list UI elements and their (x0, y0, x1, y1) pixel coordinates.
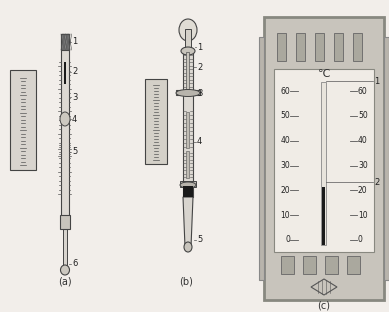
Text: 2: 2 (374, 178, 379, 187)
Ellipse shape (184, 242, 192, 252)
Bar (176, 90, 200, 95)
Bar (347, 256, 360, 274)
Ellipse shape (176, 90, 200, 96)
Bar (274, 69, 374, 252)
Text: 1: 1 (72, 37, 77, 46)
Ellipse shape (179, 19, 197, 41)
Text: 50: 50 (280, 111, 290, 120)
Text: 50: 50 (358, 111, 368, 120)
Bar (183, 49, 193, 197)
Text: 10: 10 (280, 211, 290, 220)
Bar (353, 33, 362, 61)
Text: (c): (c) (317, 300, 331, 310)
Text: 10: 10 (358, 211, 368, 220)
Ellipse shape (181, 47, 195, 55)
Text: 40: 40 (280, 136, 290, 145)
Bar (322, 187, 326, 245)
Text: (b): (b) (179, 276, 193, 286)
Text: 3: 3 (72, 92, 77, 101)
Text: (a): (a) (58, 276, 72, 286)
Text: 20: 20 (358, 186, 368, 195)
Bar (61, 34, 69, 217)
Ellipse shape (61, 265, 70, 275)
Text: 1: 1 (374, 76, 379, 85)
Text: 6: 6 (72, 260, 77, 269)
Text: 30: 30 (280, 161, 290, 170)
Ellipse shape (180, 182, 196, 188)
Bar (259, 37, 264, 280)
Text: 4: 4 (72, 115, 77, 124)
Text: 20: 20 (280, 186, 290, 195)
Bar (315, 33, 324, 61)
Bar (186, 52, 189, 92)
Bar (186, 151, 189, 178)
Bar (64, 62, 66, 84)
Text: 0: 0 (285, 236, 290, 245)
Text: 60: 60 (280, 86, 290, 95)
Bar (63, 227, 67, 267)
Text: 5: 5 (72, 148, 77, 157)
Text: 3: 3 (197, 89, 202, 97)
Text: 2: 2 (72, 67, 77, 76)
Text: 1: 1 (197, 42, 202, 51)
Text: ℃: ℃ (318, 69, 330, 79)
Text: 30: 30 (358, 161, 368, 170)
Bar (296, 33, 305, 61)
Text: 4: 4 (197, 138, 202, 147)
Ellipse shape (60, 112, 70, 126)
Bar (183, 186, 193, 197)
Bar (264, 17, 384, 300)
Bar (145, 79, 167, 164)
Bar (325, 256, 338, 274)
Bar (384, 37, 389, 280)
Bar (60, 215, 70, 229)
Bar (61, 34, 69, 50)
Bar (10, 70, 36, 170)
Text: 0: 0 (358, 236, 363, 245)
Polygon shape (183, 197, 193, 247)
Bar (180, 181, 196, 187)
Text: 60: 60 (358, 86, 368, 95)
Text: 2: 2 (197, 62, 202, 71)
Bar (334, 33, 343, 61)
Bar (303, 256, 316, 274)
Bar (277, 33, 286, 61)
Text: 5: 5 (197, 236, 202, 245)
Bar (186, 112, 189, 148)
Text: 40: 40 (358, 136, 368, 145)
Bar (321, 82, 326, 245)
Bar (185, 29, 191, 49)
Bar (281, 256, 294, 274)
